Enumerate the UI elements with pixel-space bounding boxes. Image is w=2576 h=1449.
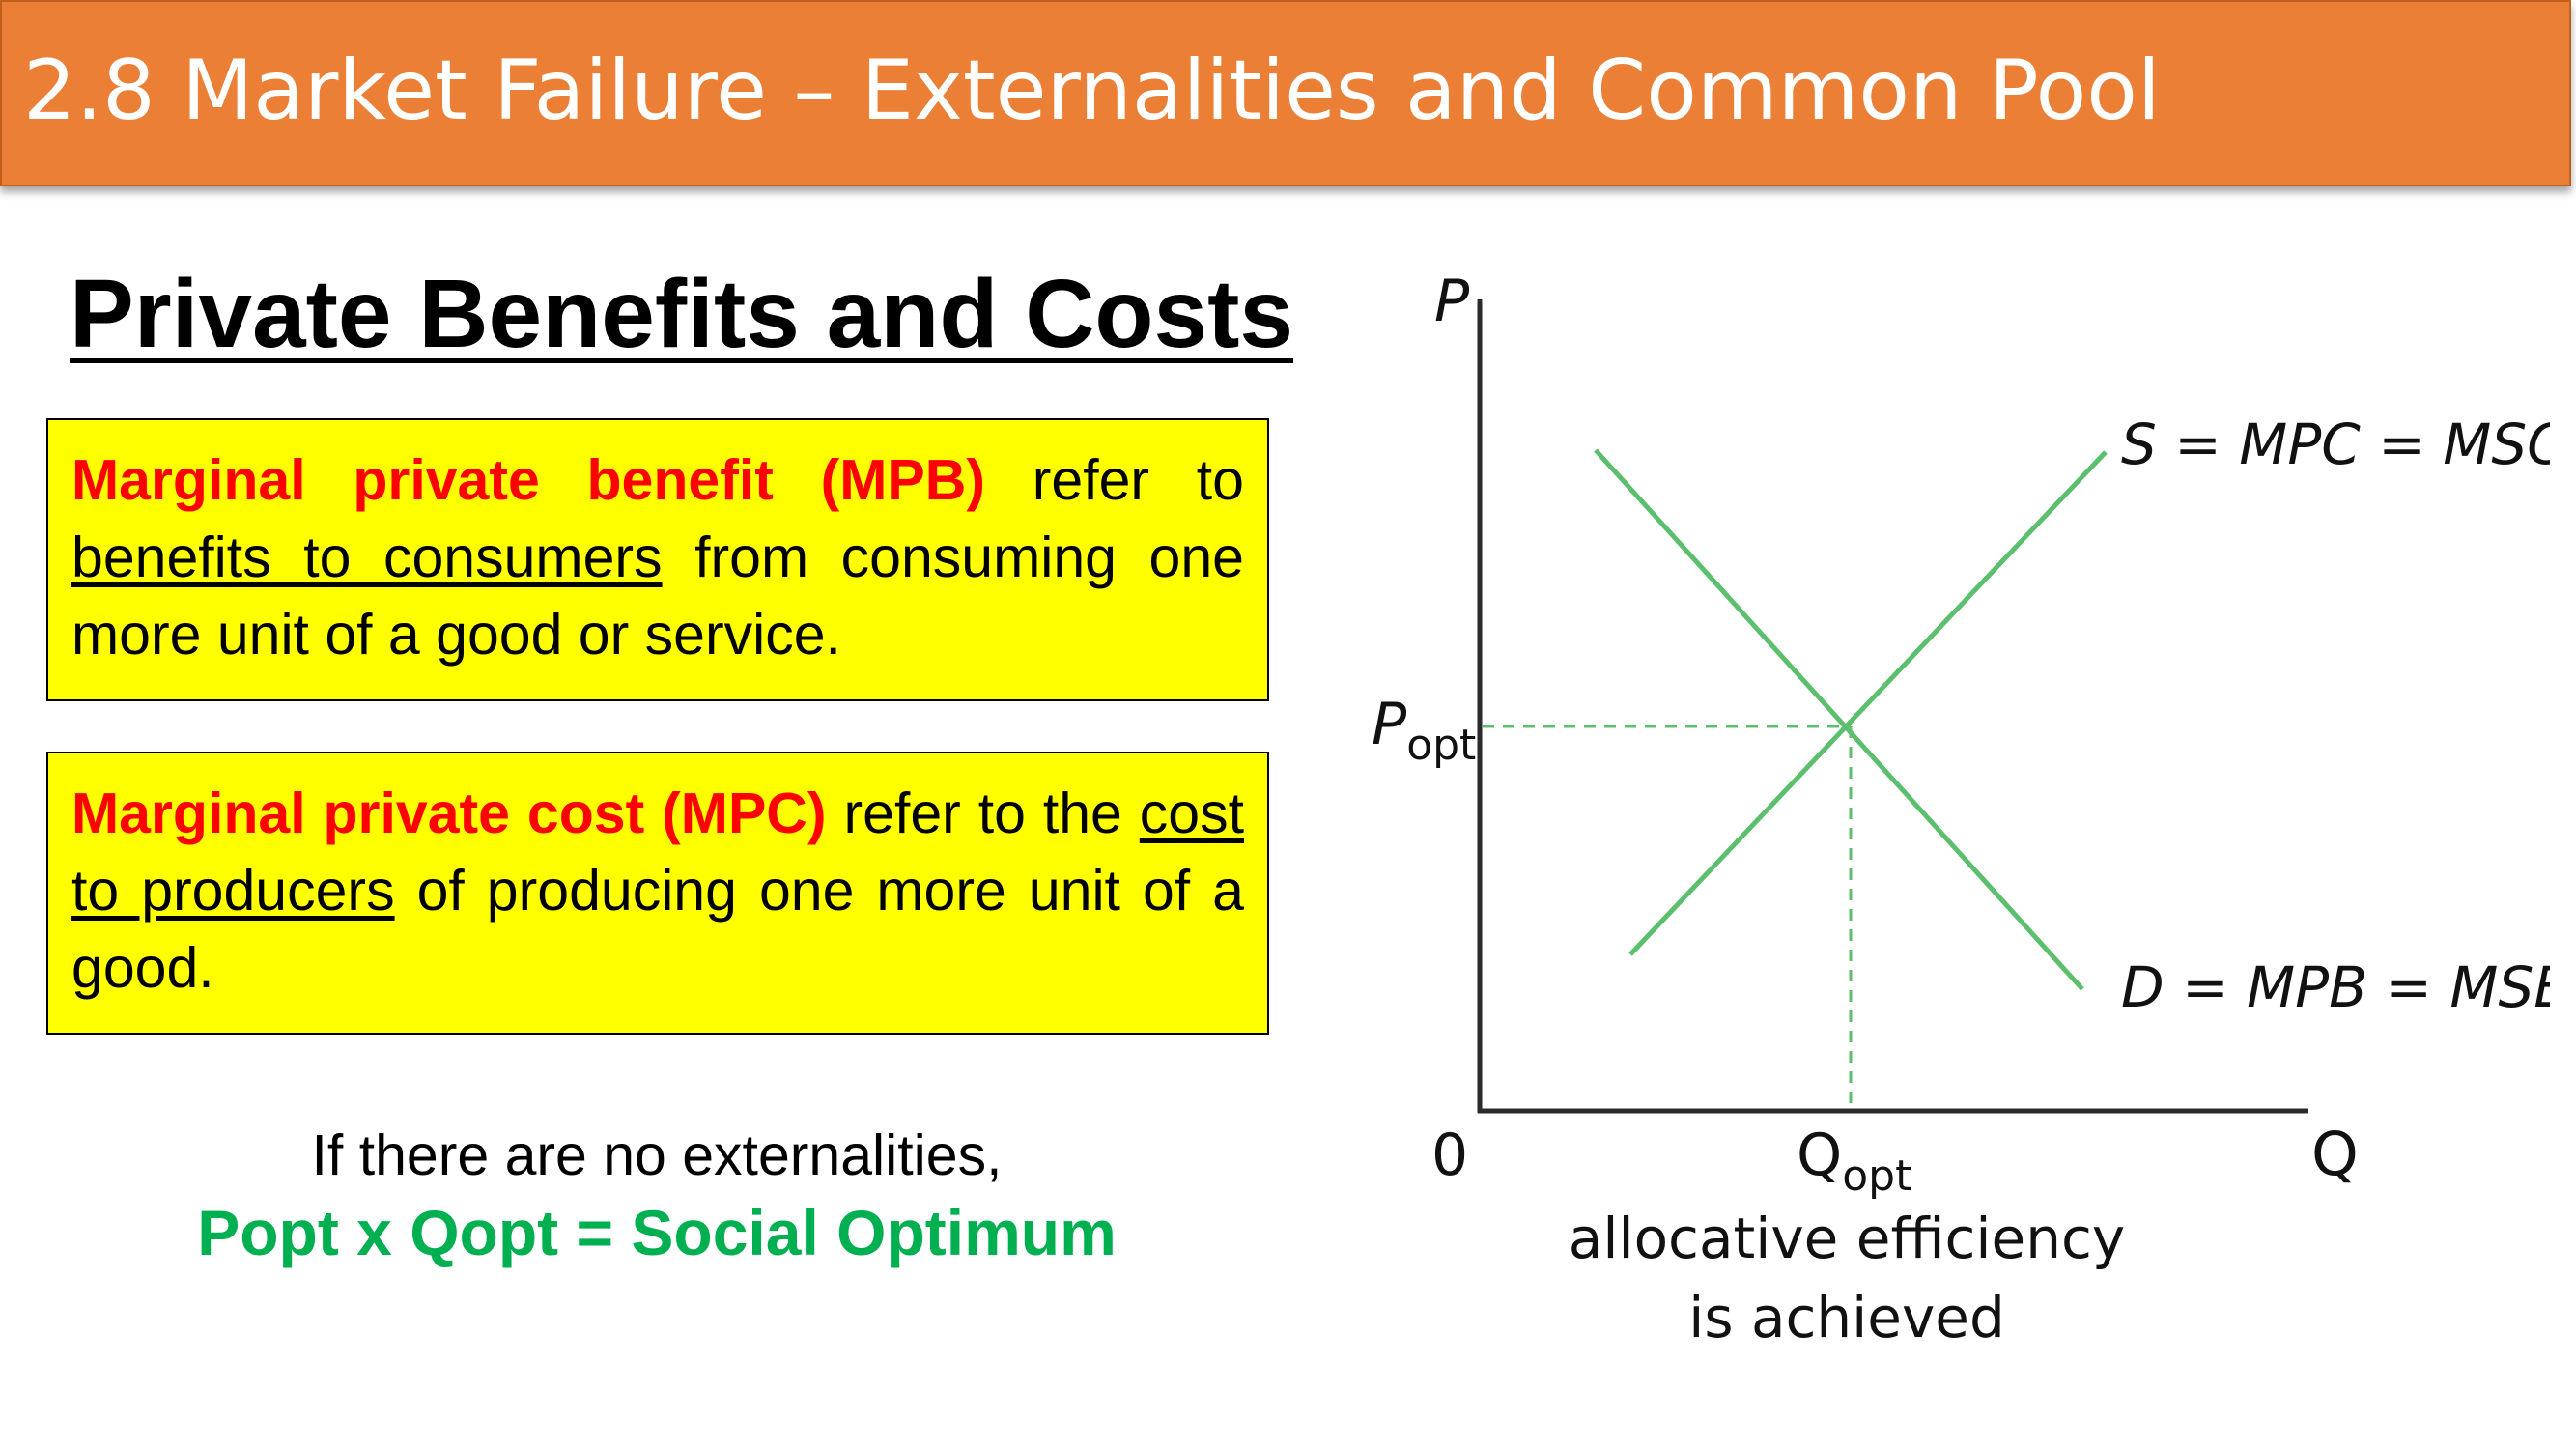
supply-curve [1628, 450, 2108, 956]
p-opt-main: P [1372, 691, 1407, 758]
mpb-text-2: from consuming one more unit of a good o… [71, 526, 1244, 667]
mpb-definition-box: Marginal private benefit (MPB) refer to … [46, 418, 1269, 701]
p-opt-label: Popt [1372, 691, 1476, 770]
externality-note: If there are no externalities, [311, 1123, 1003, 1187]
y-axis-label: P [1434, 268, 1470, 335]
mpc-text-1: refer to the [826, 781, 1140, 845]
origin-label: 0 [1431, 1122, 1468, 1189]
slide-title: 2.8 Market Failure – Externalities and C… [23, 43, 2161, 139]
mpb-text-1: refer to [985, 448, 1244, 512]
section-heading: Private Benefits and Costs [70, 260, 1294, 368]
demand-curve-label: D = MPB = MSB [2121, 954, 2550, 1020]
q-opt-main: Q [1797, 1122, 1842, 1189]
title-bar: 2.8 Market Failure – Externalities and C… [0, 0, 2571, 186]
p-opt-subscript: opt [1406, 721, 1476, 770]
q-opt-subscript: opt [1842, 1151, 1911, 1201]
q-opt-label: Qopt [1797, 1122, 1911, 1201]
x-axis-label: Q [2311, 1119, 2359, 1189]
demand-curve [1594, 448, 2084, 991]
mpb-underlined: benefits to consumers [71, 526, 663, 589]
mpb-term: Marginal private benefit (MPB) [71, 448, 986, 512]
supply-curve-label: S = MPC = MSC [2121, 412, 2550, 477]
mpc-text-2: of producing one more unit of a good. [71, 859, 1244, 1000]
supply-demand-diagram: P Q 0 Popt Qopt S = MPC = MSC D = MPB = … [1372, 268, 2550, 1350]
efficiency-caption-line-1: allocative efficiency [1569, 1206, 2125, 1271]
efficiency-caption-line-2: is achieved [1688, 1285, 2005, 1350]
mpc-underlined: cost to producers [71, 781, 1245, 923]
mpc-term: Marginal private cost (MPC) [71, 781, 827, 845]
social-optimum-statement: Popt x Qopt = Social Optimum [197, 1197, 1117, 1268]
mpc-definition-box: Marginal private cost (MPC) refer to the… [46, 752, 1269, 1035]
